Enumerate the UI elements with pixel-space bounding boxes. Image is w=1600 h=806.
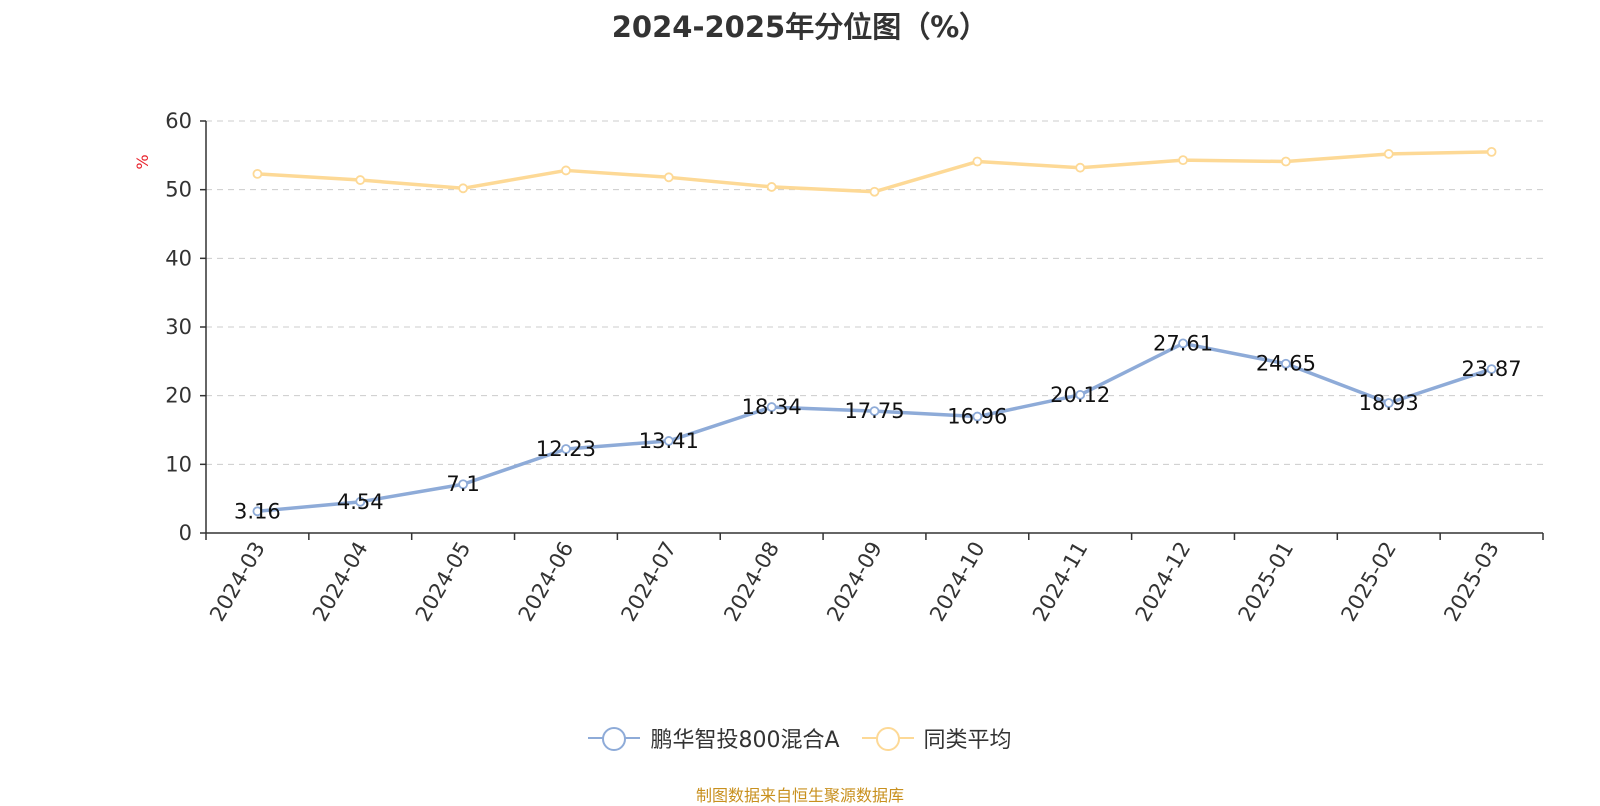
x-tick-label: 2025-01 (1234, 538, 1299, 626)
data-point (766, 402, 777, 412)
data-label: 13.41 (639, 429, 699, 453)
series-avg (252, 146, 1497, 197)
data-label: 16.96 (947, 405, 1007, 429)
data-point (458, 479, 469, 490)
data-point (1486, 364, 1497, 374)
legend-label-main: 鹏华智投800混合A (650, 728, 840, 753)
x-tick-label: 2024-10 (925, 538, 990, 626)
x-tick-label: 2025-03 (1439, 538, 1504, 626)
data-point (663, 172, 674, 183)
series-main (252, 338, 1497, 517)
x-tick-label: 2024-06 (514, 538, 579, 626)
y-tick-label: 20 (165, 384, 192, 408)
data-label: 27.61 (1153, 331, 1213, 355)
data-point (663, 436, 674, 446)
data-point (355, 175, 366, 185)
data-label: 20.12 (1050, 383, 1110, 407)
x-tick-label: 2024-05 (411, 538, 476, 626)
data-point (766, 182, 777, 192)
x-tick-label: 2024-07 (616, 538, 681, 626)
data-point (1075, 389, 1086, 400)
data-label: 4.54 (337, 490, 384, 514)
axes: 0 10 20 30 40 50 60% 2024-03 2024-04 2024-05 2024-… (133, 109, 1544, 626)
x-tick-label: 2025-02 (1336, 538, 1401, 626)
legend-marker-main (588, 727, 641, 751)
data-label: 23.87 (1462, 357, 1522, 381)
legend-item-avg[interactable]: 同类平均 (861, 722, 1012, 754)
chart-title: 2024-2025年分位图（%） (611, 10, 989, 44)
legend: 鹏华智投800混合A 同类平均 (0, 722, 1600, 754)
y-tick-label: 40 (165, 246, 192, 270)
data-point (1280, 156, 1291, 167)
data-label: 24.65 (1256, 352, 1316, 376)
data-point (252, 506, 263, 517)
grid-lines (206, 120, 1543, 465)
series (252, 146, 1497, 517)
legend-marker-avg (861, 727, 914, 751)
data-point (1075, 162, 1086, 173)
x-tick-label: 2024-08 (719, 538, 784, 626)
x-tick-label: 2024-12 (1131, 538, 1196, 626)
data-point (1383, 398, 1394, 408)
data-point (972, 156, 983, 167)
y-axis-unit-label: % (133, 154, 152, 169)
data-point (561, 165, 571, 176)
y-tick-label: 60 (165, 109, 192, 133)
data-point (355, 496, 366, 507)
data-point (252, 168, 263, 179)
data-point (1178, 338, 1188, 349)
y-tick-label: 50 (165, 178, 192, 202)
x-tick-label: 2024-03 (205, 538, 270, 626)
data-label: 17.75 (844, 399, 904, 423)
data-label: 7.1 (446, 472, 479, 496)
legend-item-main[interactable]: 鹏华智投800混合A (588, 722, 840, 754)
data-point (972, 411, 983, 422)
data-label: 3.16 (234, 499, 281, 523)
data-point (1280, 358, 1291, 369)
x-tick-label: 2024-11 (1028, 538, 1093, 626)
y-tick-label: 30 (165, 315, 192, 339)
y-tick-label: 0 (179, 521, 192, 545)
data-point (1178, 155, 1188, 166)
data-labels: 3.16 4.54 7.1 12.23 13.41 18.34 17.75 16.96 20.1… (234, 331, 1522, 523)
data-point (1383, 149, 1394, 159)
x-tick-label: 2024-04 (308, 538, 373, 626)
data-point (869, 186, 880, 197)
data-point (561, 444, 571, 454)
data-label: 18.34 (742, 395, 802, 419)
data-label: 12.23 (536, 437, 596, 461)
data-point (458, 183, 469, 194)
data-point (1486, 146, 1497, 157)
series-line (257, 150, 1492, 194)
y-tick-label: 10 (165, 452, 192, 476)
x-tick-label: 2024-09 (822, 538, 887, 626)
data-label: 18.93 (1359, 391, 1419, 415)
legend-label-avg: 同类平均 (923, 728, 1012, 753)
data-point (869, 406, 880, 417)
source-note: 制图数据来自恒生聚源数据库 (695, 786, 904, 805)
